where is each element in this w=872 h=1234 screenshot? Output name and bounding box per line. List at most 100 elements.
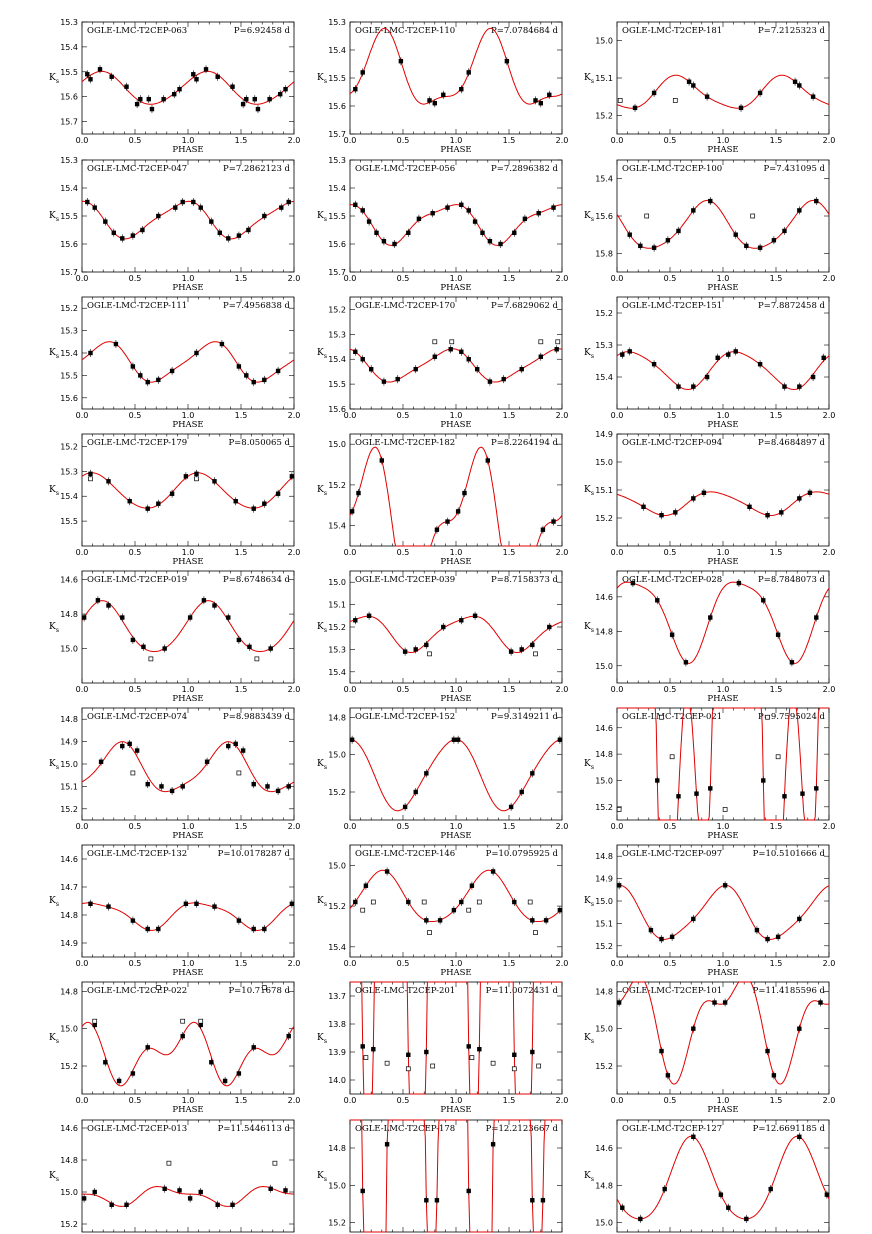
plot-frame [81, 707, 295, 821]
model-curve [350, 739, 562, 812]
x-tick-label: 1.5 [235, 411, 248, 420]
y-tick-label: 15.3 [60, 18, 78, 27]
data-point [252, 96, 257, 102]
x-tick-label: 2.0 [823, 822, 836, 831]
period-label: P=8.4684897 d [758, 438, 826, 448]
data-point [130, 918, 136, 923]
data-point [379, 458, 384, 463]
data-point [286, 199, 291, 205]
data-point [161, 96, 166, 102]
data-point [466, 357, 471, 362]
data-point [349, 509, 355, 514]
data-point [487, 239, 493, 244]
x-tick-label: 0.5 [664, 1096, 677, 1105]
x-tick-label: 0.0 [611, 274, 624, 283]
data-point [194, 901, 199, 906]
y-tick-label: 15.1 [595, 486, 613, 495]
period-label: P=11.0072431 d [486, 986, 559, 996]
data-point [366, 219, 372, 224]
x-tick-label: 1.5 [503, 685, 516, 694]
data-point [651, 362, 657, 367]
data-point [262, 501, 267, 506]
data-point [262, 377, 267, 383]
y-axis-label: Ks [49, 485, 59, 497]
data-point [775, 934, 781, 940]
y-tick-label: 15.3 [60, 327, 78, 336]
x-tick-label: 0.0 [76, 685, 89, 694]
period-label: P=12.6691185 d [753, 1124, 826, 1134]
y-tick-label: 15.8 [595, 249, 613, 258]
data-point [554, 347, 559, 352]
x-axis-label: PHASE [707, 1105, 738, 1115]
y-tick-label: 14.6 [595, 1144, 613, 1153]
y-axis-label: Ks [317, 1171, 327, 1183]
x-tick-label: 1.0 [450, 685, 463, 694]
data-point [437, 918, 443, 923]
outlier-point [166, 1160, 172, 1166]
x-tick-label: 1.0 [182, 1096, 195, 1105]
star-id-label: OGLE-LMC-T2CEP-111 [87, 301, 187, 311]
y-tick-label: 14.9 [60, 738, 78, 747]
x-axis-label: PHASE [707, 420, 738, 430]
data-point [797, 83, 802, 88]
x-tick-label: 1.5 [770, 548, 783, 557]
data-point [424, 918, 429, 923]
data-point [360, 357, 365, 362]
outlier-point [672, 98, 678, 103]
data-point [469, 883, 475, 888]
data-point [627, 232, 632, 237]
data-point [183, 901, 189, 906]
y-axis-label: Ks [317, 348, 327, 360]
x-tick-label: 1.5 [770, 274, 783, 283]
data-point [792, 79, 798, 84]
period-label: P=11.4185596 d [753, 986, 826, 996]
outlier-point [427, 651, 432, 657]
data-point [765, 936, 770, 942]
data-point [814, 198, 819, 204]
data-point [262, 213, 267, 219]
x-tick-label: 0.5 [129, 1096, 142, 1105]
data-point [402, 804, 408, 810]
x-tick-label: 0.5 [664, 959, 677, 968]
y-axis-label: Ks [49, 622, 59, 634]
y-tick-label: 15.1 [60, 782, 78, 791]
data-point [413, 789, 418, 795]
period-label: P=7.431095 d [763, 164, 825, 174]
model-curve [81, 472, 295, 509]
data-point [466, 1044, 471, 1049]
x-tick-label: 1.0 [717, 1096, 730, 1105]
y-tick-label: 15.2 [60, 442, 78, 451]
data-point [738, 105, 744, 111]
y-axis-label: Ks [317, 622, 327, 634]
data-point [353, 618, 358, 623]
data-point [289, 474, 295, 479]
data-point [424, 1198, 429, 1203]
data-point [665, 1073, 671, 1078]
data-point [286, 1033, 291, 1039]
model-curve [81, 200, 295, 240]
data-point [757, 362, 763, 367]
data-point [807, 490, 813, 495]
data-point [103, 219, 108, 224]
data-point [648, 927, 654, 933]
y-tick-label: 15.0 [595, 458, 613, 467]
y-tick-label: 15.6 [595, 212, 613, 221]
data-point [97, 67, 103, 72]
x-tick-label: 0.5 [129, 685, 142, 694]
data-point [736, 580, 742, 586]
star-id-label: OGLE-LMC-T2CEP-151 [622, 301, 722, 311]
data-point [92, 1022, 97, 1028]
data-point [145, 379, 150, 385]
data-point [283, 1188, 288, 1193]
y-tick-label: 15.2 [328, 902, 346, 911]
outlier-point [148, 656, 154, 662]
data-point [215, 1202, 220, 1207]
data-point [708, 198, 713, 204]
outlier-point [538, 339, 544, 345]
outlier-point [765, 714, 770, 720]
y-axis-label: Ks [49, 73, 59, 85]
data-point [485, 458, 490, 463]
data-point [106, 904, 111, 909]
data-point [430, 211, 435, 216]
